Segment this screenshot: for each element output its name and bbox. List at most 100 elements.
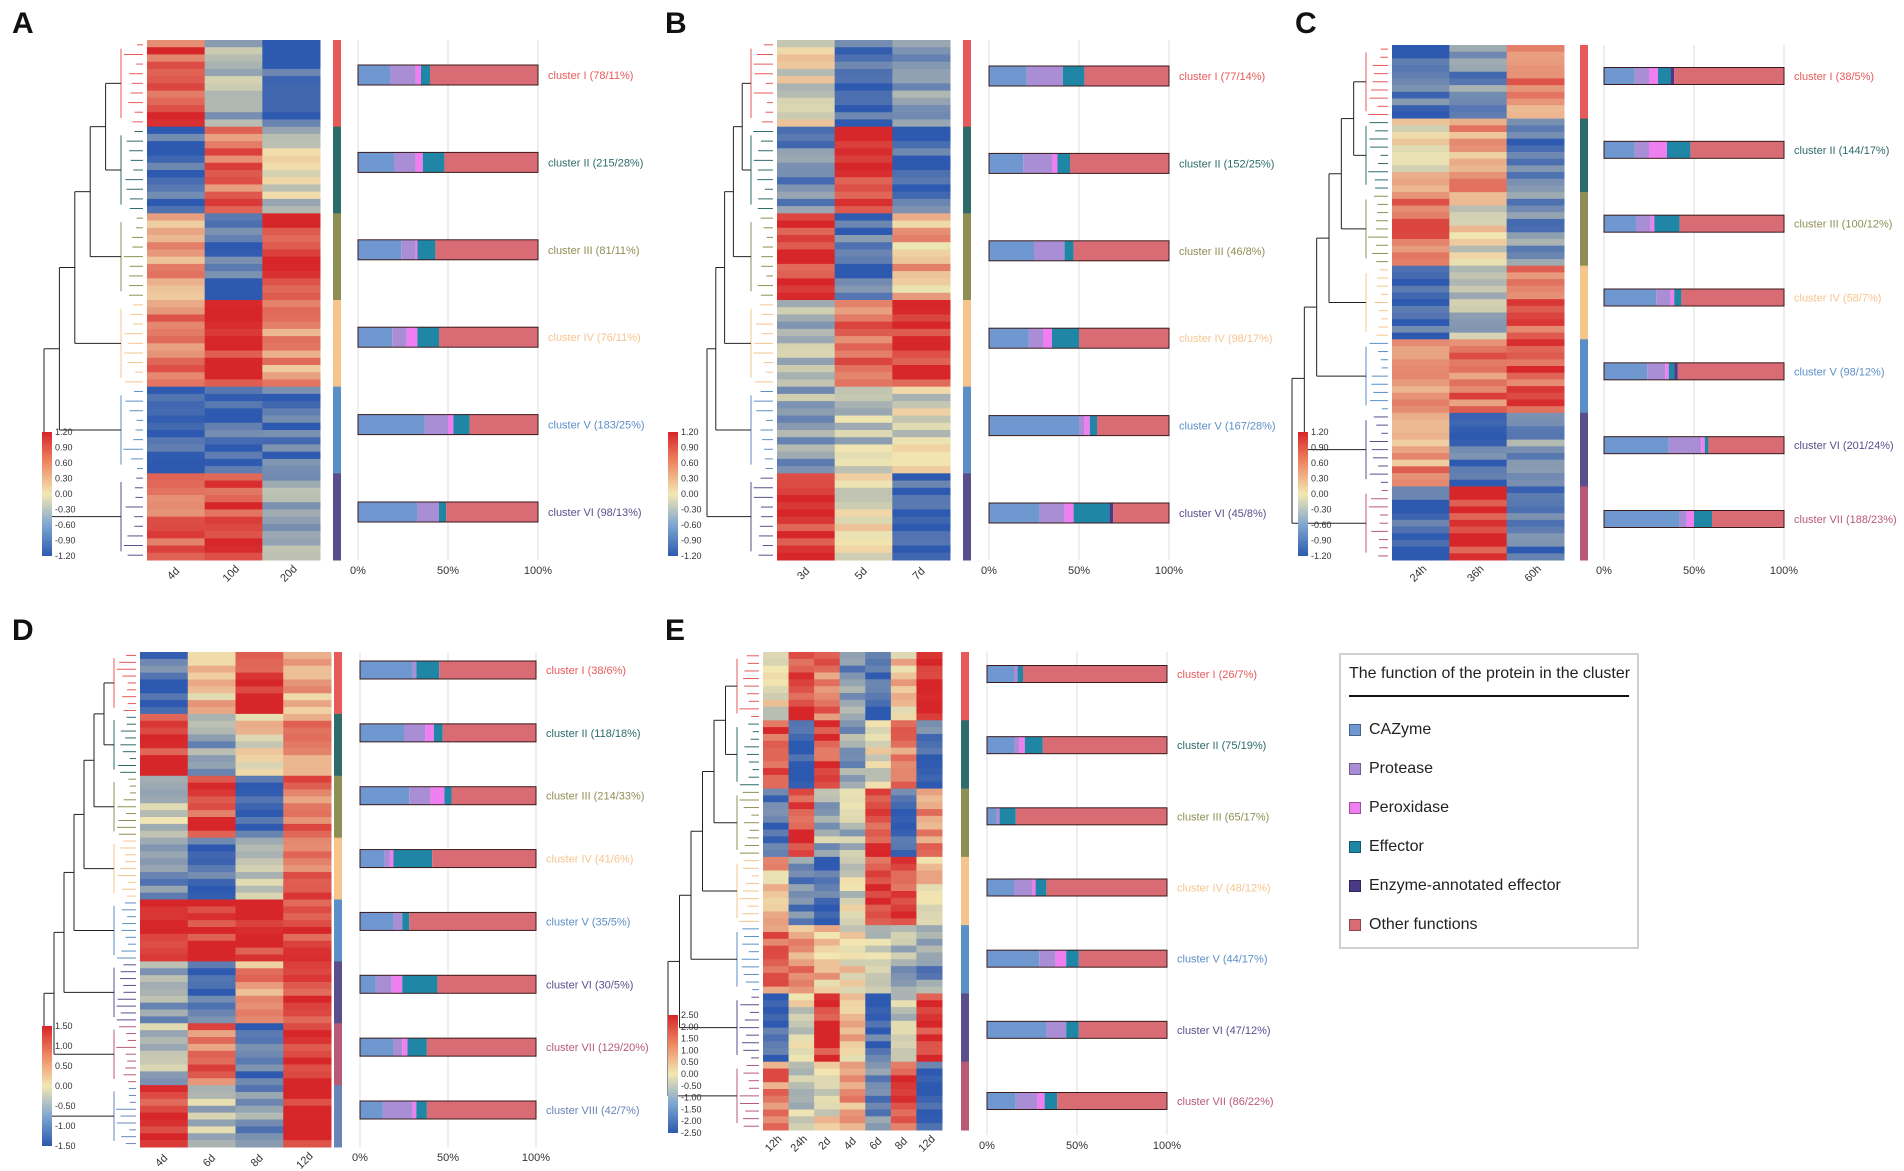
- heatmap-cell: [283, 1105, 332, 1114]
- cluster-label: cluster IV (41/6%): [546, 854, 633, 866]
- heatmap-cell: [147, 83, 206, 92]
- heatmap-cell: [839, 972, 866, 981]
- heatmap-cell: [235, 1002, 284, 1011]
- heatmap-cell: [1392, 319, 1450, 327]
- heatmap-cell: [1392, 399, 1450, 407]
- bar-segment: [426, 1101, 536, 1119]
- heatmap-cell: [140, 982, 189, 990]
- heatmap-cell: [1506, 332, 1565, 340]
- heatmap-cell: [187, 968, 236, 976]
- heatmap-cell: [890, 802, 917, 810]
- heatmap-cell: [865, 781, 892, 790]
- heatmap-cell: [147, 495, 206, 503]
- heatmap-cell: [814, 1034, 841, 1042]
- heatmap-cell: [147, 552, 206, 561]
- heatmap-cell: [187, 885, 236, 894]
- heatmap-cell: [140, 1126, 189, 1134]
- bar-segment: [987, 736, 1014, 754]
- heatmap-cell: [788, 986, 815, 994]
- legend-item-other-functions: Other functions: [1349, 916, 1478, 934]
- colorbar-gradient: [668, 432, 678, 556]
- heatmap-cell: [187, 899, 236, 907]
- heatmap-cell: [147, 177, 206, 185]
- heatmap-cell: [204, 444, 263, 453]
- bar-outline: [357, 239, 539, 261]
- heatmap-cell: [814, 904, 841, 912]
- bar-segment: [1089, 415, 1097, 436]
- stacked-bar: [1603, 436, 1785, 455]
- heatmap-cell: [892, 372, 951, 380]
- bar-segment: [987, 1092, 1016, 1110]
- heatmap-cell: [1449, 71, 1508, 79]
- heatmap-cell: [892, 473, 951, 482]
- heatmap-cell: [1449, 232, 1508, 240]
- heatmap-cell: [892, 184, 951, 193]
- heatmap-cell: [283, 982, 332, 990]
- heatmap-cell: [283, 899, 332, 907]
- heatmap-cell: [916, 679, 943, 687]
- heatmap-cell: [140, 768, 189, 777]
- heatmap-cell: [235, 672, 284, 681]
- heatmap-cell: [187, 995, 236, 1004]
- bar-segment: [422, 152, 445, 173]
- heatmap-cell: [147, 105, 206, 113]
- bar-segment: [1654, 215, 1680, 233]
- bar-outline: [988, 502, 1170, 524]
- heatmap-cell: [788, 686, 815, 694]
- heatmap-cell: [1506, 325, 1565, 334]
- heatmap-cell: [1506, 539, 1565, 548]
- heatmap-cell: [890, 891, 917, 899]
- heatmap-cell: [763, 1123, 790, 1131]
- heatmap-cell: [235, 727, 284, 736]
- heatmap-cell: [235, 658, 284, 667]
- heatmap-cell: [204, 191, 263, 200]
- heatmap-cell: [916, 1102, 943, 1111]
- heatmap-cell: [839, 931, 866, 940]
- heatmap-cell: [834, 61, 893, 70]
- heatmap-cell: [834, 495, 893, 503]
- heatmap-cell: [283, 817, 332, 825]
- legend-swatch-effector: [1349, 841, 1361, 853]
- heatmap-cell: [814, 795, 841, 803]
- heatmap-cell: [1449, 366, 1508, 374]
- heatmap-cell: [916, 1000, 943, 1008]
- heatmap-cell: [777, 451, 836, 460]
- heatmap-cell: [839, 781, 866, 790]
- heatmap-cell: [916, 740, 943, 749]
- cluster-strip: [961, 652, 969, 721]
- heatmap-cell: [788, 754, 815, 762]
- heatmap-cell: [763, 931, 790, 940]
- heatmap-cell: [283, 940, 332, 949]
- bar-segment: [407, 1038, 427, 1057]
- heatmap-cell: [1506, 232, 1565, 240]
- heatmap-cell: [140, 748, 189, 756]
- bar-segment: [417, 327, 439, 348]
- heatmap-cell: [865, 761, 892, 769]
- heatmap-cell: [916, 931, 943, 940]
- heatmap-cell: [262, 458, 321, 467]
- heatmap-cell: [865, 1041, 892, 1049]
- legend-label-peroxidase: Peroxidase: [1369, 799, 1450, 816]
- legend-divider: [1349, 695, 1629, 697]
- bar-segment: [1026, 66, 1063, 86]
- heatmap-cell: [916, 829, 943, 837]
- colorbar-tick: 0.30: [681, 474, 699, 484]
- cluster-strip: [333, 473, 341, 561]
- bar-segment: [446, 502, 538, 522]
- cluster-label: cluster III (81/11%): [548, 245, 640, 257]
- heatmap-cell: [890, 768, 917, 776]
- heatmap-cell: [147, 227, 206, 236]
- heatmap-cell: [814, 720, 841, 728]
- heatmap-cell: [1392, 439, 1450, 447]
- heatmap-cell: [788, 993, 815, 1001]
- heatmap-cell: [204, 83, 263, 92]
- heatmap-cell: [1449, 238, 1508, 247]
- heatmap-cell: [834, 357, 893, 366]
- heatmap-cell: [204, 328, 263, 337]
- bar-segment: [989, 153, 1024, 174]
- heatmap-cell: [777, 365, 836, 373]
- cluster-label: cluster VI (47/12%): [1177, 1025, 1271, 1037]
- cluster-label: cluster II (144/17%): [1794, 145, 1889, 157]
- heatmap-cell: [916, 1116, 943, 1124]
- heatmap-cell: [1449, 526, 1508, 534]
